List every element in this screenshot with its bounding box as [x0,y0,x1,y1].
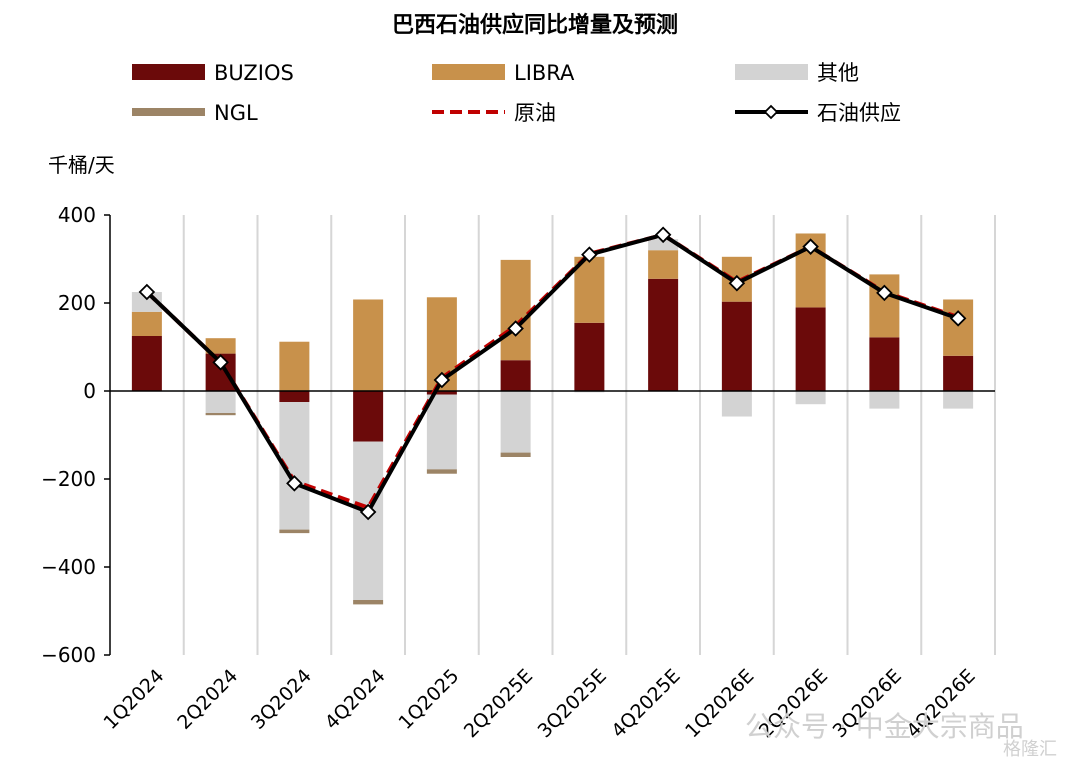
line-marker-3Q2026E [876,284,893,302]
bar-ngl-3Q2024 [279,529,310,534]
bar-libra-3Q2025E [574,256,605,323]
x-tick-label: 2Q2025E [460,665,537,742]
bar-libra-4Q2024 [353,299,384,391]
bar-libra-2Q2025E [500,259,531,361]
legend-label: BUZIOS [214,61,294,85]
bar-libra-2Q2024 [205,338,236,354]
legend-marker [763,104,779,120]
bar-ngl-4Q2024 [353,600,384,605]
chart-title: 巴西石油供应同比增量及预测 [392,12,678,38]
x-tick-label: 4Q2024 [321,665,390,734]
lines [138,226,967,521]
legend-item-LIBRA: LIBRA [432,61,575,85]
line-marker-3Q2025E [581,246,598,263]
legend-label: 原油 [514,101,556,125]
line-石油供应 [145,232,959,514]
bar-其他-1Q2026E [721,391,752,417]
bar-buzios-3Q2026E [869,337,900,391]
bar-其他-4Q2024 [353,441,384,600]
bar-其他-3Q2026E [869,391,900,409]
watermark-text: 公众号 · 中金大宗商品 [745,710,1024,743]
bar-libra-3Q2024 [279,341,310,391]
x-tick-label: 2Q2024 [173,665,242,734]
bar-libra-4Q2025E [648,250,679,279]
bar-其他-4Q2026E [943,391,974,409]
bar-buzios-2Q2025E [500,360,531,391]
watermark-logo-text: 格隆汇 [1003,739,1057,760]
bar-buzios-3Q2025E [574,322,605,391]
bar-buzios-4Q2026E [943,355,974,391]
legend-swatch [132,108,205,116]
legend-swatch [132,64,205,80]
bar-libra-1Q2024 [131,311,162,336]
bar-其他-2Q2026E [795,391,826,405]
legend-item-石油供应: 石油供应 [735,101,901,125]
legend-item-其他: 其他 [735,61,859,85]
bar-buzios-3Q2024 [279,391,310,402]
legend-item-原油: 原油 [432,101,556,125]
y-tick-label: 400 [58,203,96,227]
bar-buzios-2Q2026E [795,307,826,391]
line-marker-3Q2024 [286,475,303,492]
bar-其他-1Q2025 [426,394,457,470]
line-marker-2Q2024 [212,354,229,371]
line-marker-2Q2026E [802,238,819,255]
legend: BUZIOS LIBRA 其他 NGL 原油 石油供应 [132,61,901,125]
x-tick-label: 1Q2024 [100,665,169,734]
category-gridlines [182,215,996,655]
line-marker-2Q2025E [507,320,524,337]
legend-label: NGL [214,101,258,125]
bar-buzios-4Q2025E [648,278,679,391]
bar-其他-2Q2024 [205,391,236,413]
bar-其他-2Q2025E [500,391,531,453]
line-marker-1Q2026E [728,274,746,292]
bar-buzios-1Q2024 [131,336,162,391]
line-marker-1Q2024 [138,283,156,301]
x-tick-label: 3Q2024 [247,665,316,734]
legend-item-NGL: NGL [132,101,258,125]
x-tick-label: 4Q2025E [607,665,684,742]
y-tick-label: −600 [41,643,96,667]
x-tick-label: 3Q2025E [534,665,611,742]
bar-libra-4Q2026E [943,299,974,356]
bar-ngl-2Q2025E [500,452,531,457]
bar-buzios-1Q2026E [721,301,752,391]
legend-swatch [735,64,808,80]
legend-label: 石油供应 [817,101,901,125]
y-tick-label: 0 [83,379,96,403]
line-marker-4Q2025E [654,226,672,244]
y-axis-label: 千桶/天 [48,153,115,177]
line-marker-4Q2024 [359,503,377,521]
bar-buzios-4Q2024 [353,391,384,442]
y-tick-label: 200 [58,291,96,315]
y-tick-label: −400 [41,555,96,579]
legend-item-BUZIOS: BUZIOS [132,61,294,85]
y-tick-label: −200 [41,467,96,491]
axes [104,214,995,656]
line-marker-4Q2026E [949,310,967,327]
bar-buzios-1Q2025 [426,391,457,395]
legend-swatch [432,64,505,80]
bar-其他-4Q2025E [648,239,679,251]
line-marker-1Q2025 [433,371,451,389]
bar-ngl-1Q2025 [426,469,457,474]
x-tick-label: 1Q2025 [395,665,464,734]
legend-label: LIBRA [514,61,575,85]
legend-label: 其他 [817,61,859,85]
bars [131,233,974,605]
bar-ngl-2Q2024 [205,413,236,416]
